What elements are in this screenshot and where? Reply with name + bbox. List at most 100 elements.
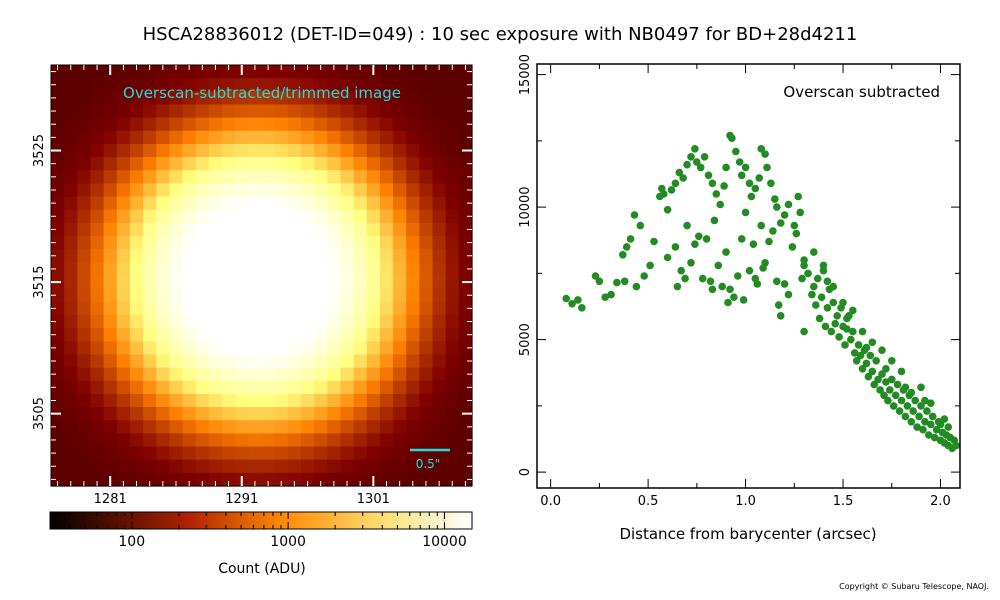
image-pixel bbox=[169, 222, 184, 237]
image-pixel bbox=[327, 236, 342, 250]
scatter-point bbox=[720, 182, 728, 190]
image-pixel bbox=[366, 143, 381, 158]
image-pixel bbox=[353, 354, 368, 369]
image-pixel bbox=[379, 91, 394, 106]
scatter-point bbox=[884, 396, 892, 405]
image-pixel bbox=[261, 433, 276, 448]
image-pixel bbox=[406, 380, 420, 395]
image-pixel bbox=[103, 78, 118, 92]
image-pixel bbox=[248, 459, 263, 474]
image-pixel bbox=[300, 143, 315, 158]
image-pixel bbox=[156, 341, 171, 356]
image-pixel bbox=[432, 117, 447, 132]
image-pixel bbox=[406, 341, 420, 356]
scatter-point bbox=[696, 163, 705, 172]
image-pixel bbox=[51, 354, 65, 369]
image-pixel bbox=[445, 380, 460, 395]
image-pixel bbox=[300, 130, 315, 145]
image-pixel bbox=[64, 170, 78, 185]
image-pixel bbox=[366, 328, 381, 342]
image-pixel bbox=[143, 472, 157, 487]
image-pixel bbox=[182, 420, 197, 434]
scatter-point bbox=[718, 282, 726, 291]
image-pixel bbox=[419, 196, 434, 211]
image-pixel bbox=[366, 222, 381, 237]
image-pixel bbox=[208, 209, 223, 224]
image-pixel bbox=[419, 341, 434, 356]
image-pixel bbox=[379, 314, 394, 329]
image-pixel bbox=[195, 275, 210, 290]
image-pixel bbox=[235, 354, 249, 369]
image-pixel bbox=[300, 78, 315, 92]
image-pixel bbox=[103, 354, 118, 369]
image-pixel bbox=[287, 117, 302, 132]
image-pixel bbox=[143, 275, 157, 290]
image-pixel bbox=[340, 407, 355, 421]
image-pixel bbox=[287, 420, 302, 434]
scatter-point bbox=[737, 235, 746, 243]
image-pixel bbox=[314, 157, 328, 171]
image-pixel bbox=[300, 407, 315, 421]
scatter-point bbox=[745, 179, 754, 188]
image-pixel bbox=[156, 314, 171, 329]
image-pixel bbox=[445, 183, 460, 198]
scatter-point bbox=[804, 269, 812, 278]
scatter-point bbox=[741, 208, 750, 217]
image-pixel bbox=[340, 170, 355, 185]
scatter-point bbox=[895, 407, 904, 415]
image-pixel bbox=[143, 328, 157, 342]
image-pixel bbox=[248, 209, 263, 224]
image-pixel bbox=[156, 446, 171, 461]
image-pixel bbox=[222, 446, 236, 461]
image-pixel bbox=[458, 117, 473, 132]
image-pixel bbox=[182, 222, 197, 237]
x-tick-label: 2.0 bbox=[930, 494, 951, 509]
image-pixel bbox=[77, 196, 92, 211]
scatter-point bbox=[687, 259, 695, 267]
image-pixel bbox=[432, 393, 447, 408]
image-pixel bbox=[393, 459, 407, 474]
image-pixel bbox=[222, 117, 236, 132]
image-pixel bbox=[195, 236, 210, 250]
image-pixel bbox=[261, 380, 276, 395]
image-pixel bbox=[116, 420, 131, 434]
image-pixel bbox=[156, 236, 171, 250]
scatter-point bbox=[757, 221, 765, 230]
image-pixel bbox=[208, 236, 223, 250]
image-pixel bbox=[406, 328, 420, 342]
image-pixel bbox=[77, 367, 92, 382]
image-pixel bbox=[340, 341, 355, 356]
image-pixel bbox=[406, 433, 420, 448]
scatter-point bbox=[671, 243, 680, 251]
image-pixel bbox=[248, 236, 263, 250]
image-pixel bbox=[90, 196, 105, 211]
x-tick-label: 0.0 bbox=[540, 494, 561, 509]
image-pixel bbox=[156, 420, 171, 434]
image-pixel bbox=[143, 262, 157, 277]
image-pixel bbox=[169, 91, 184, 106]
image-pixel bbox=[432, 157, 447, 171]
image-pixel bbox=[327, 393, 342, 408]
image-pixel bbox=[287, 341, 302, 356]
image-pixel bbox=[314, 301, 328, 316]
image-pixel bbox=[393, 420, 407, 434]
image-pixel bbox=[208, 420, 223, 434]
image-pixel bbox=[287, 222, 302, 237]
image-pixel bbox=[393, 183, 407, 198]
image-pixel bbox=[182, 380, 197, 395]
scatter-point bbox=[728, 134, 736, 142]
image-pixel bbox=[458, 65, 473, 79]
image-y-tick-label: 3525 bbox=[32, 134, 47, 167]
image-pixel bbox=[222, 328, 236, 342]
image-pixel bbox=[195, 354, 210, 369]
image-pixel bbox=[287, 157, 302, 171]
image-pixel bbox=[340, 236, 355, 250]
scatter-point bbox=[819, 261, 828, 270]
image-pixel bbox=[393, 196, 407, 211]
image-pixel bbox=[274, 65, 289, 79]
image-pixel bbox=[222, 301, 236, 316]
scatter-point bbox=[930, 433, 939, 442]
image-pixel bbox=[235, 143, 249, 158]
image-pixel bbox=[432, 262, 447, 277]
